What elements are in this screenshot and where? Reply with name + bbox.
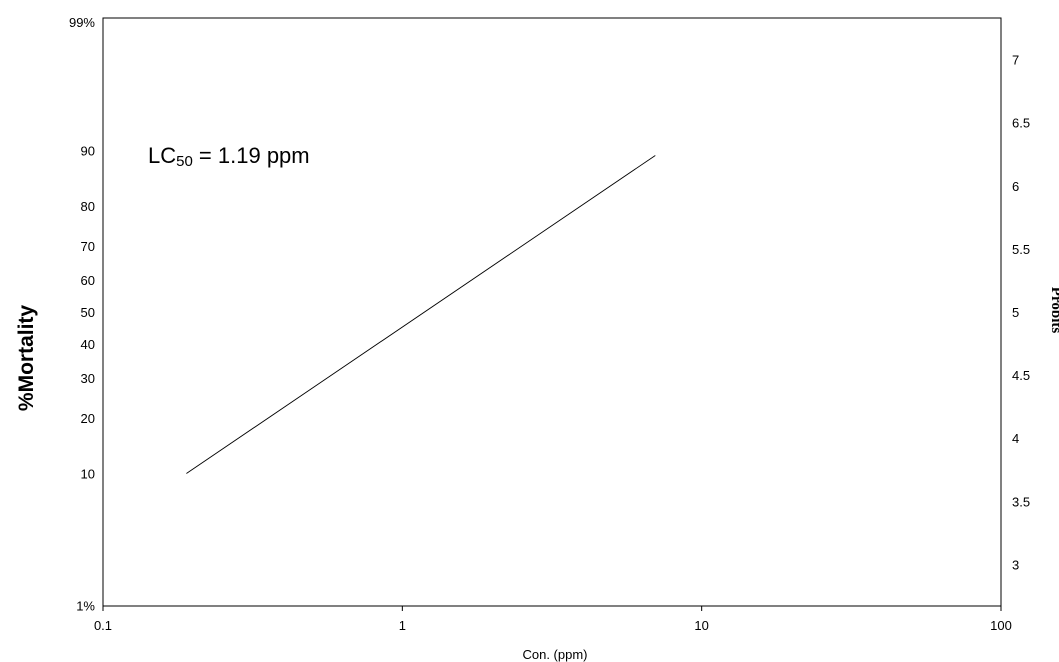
y-tick-label: 60 — [81, 273, 95, 288]
x-tick-label: 1 — [399, 618, 406, 633]
y-tick-label: 99% — [69, 15, 95, 30]
x-tick-label: 10 — [694, 618, 708, 633]
y2-tick-label: 5 — [1012, 305, 1019, 320]
y2-tick-label: 3.5 — [1012, 494, 1030, 509]
x-tick-label: 100 — [990, 618, 1012, 633]
y-tick-label: 70 — [81, 239, 95, 254]
y2-tick-label: 6.5 — [1012, 116, 1030, 131]
y2-tick-label: 6 — [1012, 179, 1019, 194]
y2-axis-label: Probits — [1048, 287, 1059, 334]
y-tick-label: 80 — [81, 199, 95, 214]
y-tick-label: 1% — [76, 599, 95, 614]
y-axis-label: %Mortality — [15, 305, 38, 412]
y-tick-label: 50 — [81, 305, 95, 320]
y2-tick-label: 5.5 — [1012, 242, 1030, 257]
y2-tick-label: 7 — [1012, 53, 1019, 68]
lc50-annotation: LC50 = 1.19 ppm — [148, 143, 310, 170]
y2-tick-label: 4.5 — [1012, 368, 1030, 383]
x-axis-label: Con. (ppm) — [522, 647, 587, 662]
y2-tick-label: 3 — [1012, 557, 1019, 572]
y-tick-label: 90 — [81, 143, 95, 158]
y2-tick-label: 4 — [1012, 431, 1019, 446]
y-tick-label: 10 — [81, 467, 95, 482]
probit-regression-line — [186, 155, 656, 474]
plot-area-frame — [102, 17, 1002, 607]
y-tick-label: 40 — [81, 337, 95, 352]
y-tick-label: 30 — [81, 371, 95, 386]
x-tick-label: 0.1 — [94, 618, 112, 633]
y-tick-label: 20 — [81, 411, 95, 426]
